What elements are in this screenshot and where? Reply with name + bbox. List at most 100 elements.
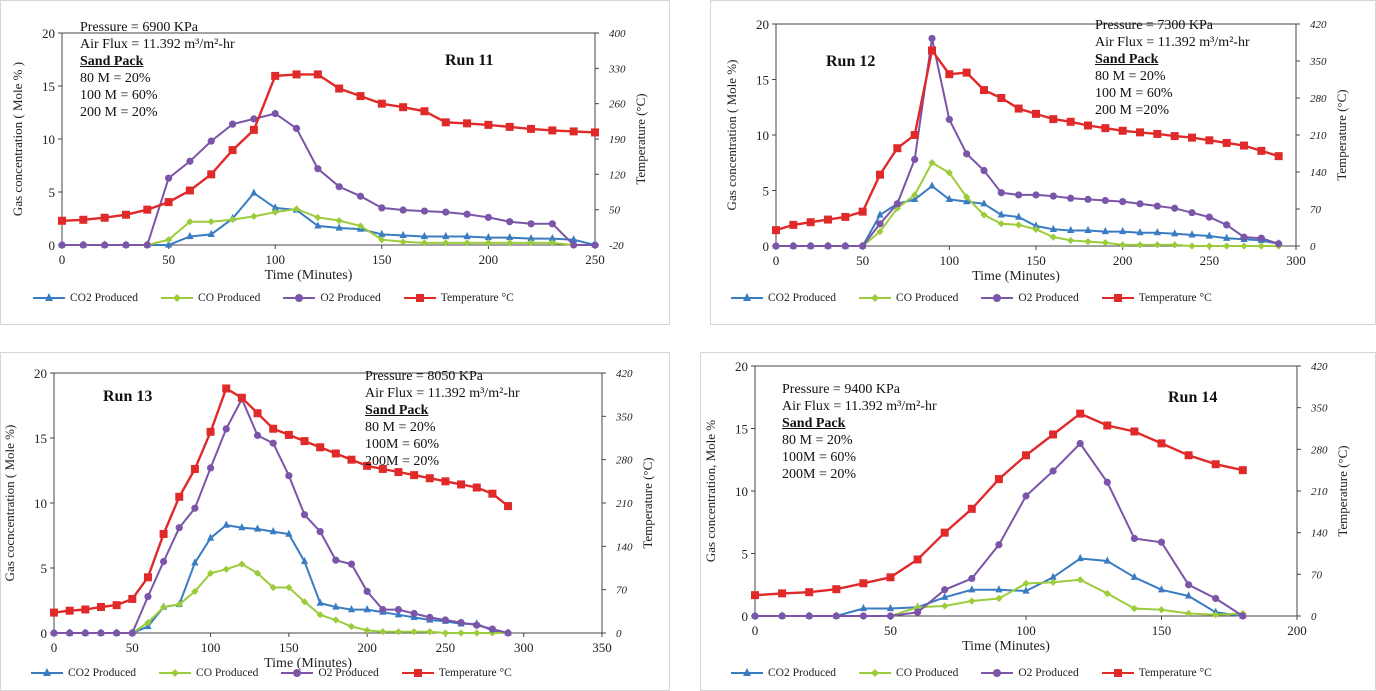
co-point [442,239,450,247]
co-point [441,629,450,637]
y-tick-label: 20 [735,359,748,374]
o2-point [186,157,194,165]
y-tick-label: 0 [49,238,56,253]
co-point [332,616,340,624]
x-tick-label: 200 [357,640,377,655]
temp-point [1049,115,1058,124]
y2-tick-label: 420 [1310,19,1327,31]
y2-tick-label: 140 [1311,528,1328,540]
temp-point [50,608,58,617]
pressure-text: Pressure = 6900 KPa [80,20,198,35]
legend-item-co2: CO2 Produced [30,666,136,680]
o2-point [394,606,403,614]
co-point [144,619,152,627]
temp-point [1211,460,1220,469]
legend-marker [993,294,1002,302]
co2-point [941,592,949,600]
legend-label: CO Produced [896,667,959,679]
y2-tick-label: 210 [616,498,633,510]
o2-point [504,629,512,637]
temp-point [1076,409,1085,418]
co2-point [1103,556,1111,564]
legend-marker [45,293,53,301]
co-point [316,611,324,619]
series-o2 [751,439,1247,620]
temp-point [1136,128,1144,137]
legend-marker [871,669,880,677]
legend-label: O2 Produced [1018,292,1079,304]
y2-tick-label: 350 [615,411,633,423]
y2-tick-label: 350 [1310,403,1328,415]
co2-point [316,598,324,606]
y-axis-title: Gas concentration, Mole % [703,420,718,562]
co-point [271,208,279,216]
o2-point [1185,581,1193,589]
legend-item-o2: O2 Produced [980,291,1079,305]
x-tick-label: 100 [201,640,221,655]
co2-point [484,232,492,241]
o2-point [928,34,936,43]
conditions-annotation: Pressure = 7300 KPa Air Flux = 11.392 m³/… [1095,17,1250,119]
temp-point [1257,146,1266,155]
conditions-annotation: Pressure = 9400 KPa Air Flux = 11.392 m³/… [782,381,937,483]
co2-point [1032,221,1040,229]
legend-swatch [283,294,316,302]
temp-point [228,146,237,155]
o2-point [1275,240,1283,248]
co2-point [1130,572,1138,580]
x-tick-label: 100 [265,252,285,267]
y-tick-label: 0 [41,626,48,641]
o2-point [1076,439,1084,448]
sand-pack-heading: Sand Pack [1095,52,1159,67]
x-tick-label: 350 [592,640,612,655]
temp-point [980,86,988,95]
y2-tick-label: 280 [616,455,633,467]
temp-point [527,124,536,133]
legend-marker [1113,294,1122,302]
co-point [292,205,301,213]
x-tick-label: 200 [479,252,499,267]
co2-point [222,520,230,528]
legend-label: O2 Produced [318,667,379,679]
y2-axis-title: Temperature (°C) [633,93,648,184]
y2-tick-label: 280 [1311,444,1328,456]
run-label: Run 12 [826,53,876,70]
co2-point [332,602,340,610]
temp-point [913,555,922,564]
co-point [1049,233,1057,241]
o2-point [379,606,387,614]
co-line [54,563,509,634]
co-point [527,239,535,247]
temp-point [1103,421,1112,430]
run-11-plot: 0 5 10 15 20 -20 50 120 190 260 330 400 0 50 100 150 200… [10,26,648,283]
co2-point [186,231,194,240]
pressure-text: Pressure = 8050 KPa [365,369,483,384]
temp-point [112,601,121,610]
o2-point [1136,200,1144,208]
temp-point [292,70,301,79]
temp-point [1101,124,1110,133]
temp-point [457,480,466,489]
legend-swatch [981,294,1014,302]
co2-point [165,240,173,248]
chart-panel-run-11: 0 5 10 15 20 -20 50 120 190 260 330 400 0 50 100 150 200… [0,0,670,325]
y2-tick-label: 420 [1311,361,1328,373]
temp-point [96,603,105,611]
co2-point [997,210,1005,218]
temp-point [778,589,787,598]
o2-point [1022,492,1030,500]
o2-point [778,612,786,620]
sand-pack-line: 80 M = 20% [80,71,151,86]
y2-axis-title: Temperature (°C) [1335,445,1350,536]
x-tick-label: 150 [372,252,392,267]
o2-point [250,115,258,123]
legend-swatch [401,669,434,677]
y-axis-title: Gas cocncentration ( Mole %) [2,425,17,582]
o2-point [175,524,183,532]
y2-tick-label: 140 [616,541,633,553]
temp-point [463,119,472,128]
o2-point [1015,191,1023,199]
o2-point [570,241,578,249]
co2-point [1153,228,1161,236]
o2-point [548,220,556,228]
